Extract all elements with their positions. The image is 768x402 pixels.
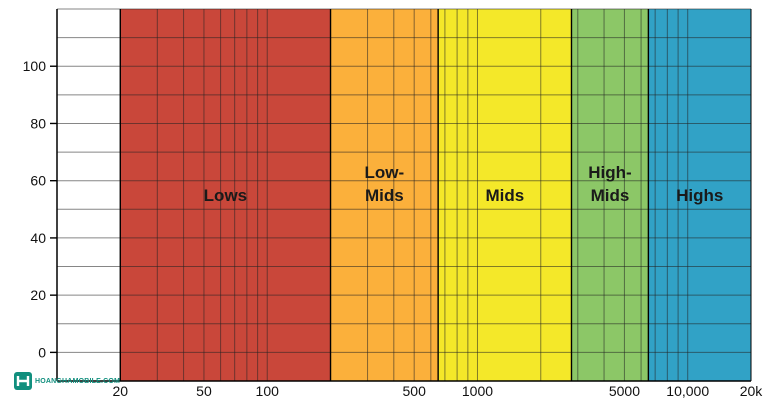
x-tick-labels: 20 50 100 500 1000 5000 10,000 20k <box>112 383 763 399</box>
band-label: Lows <box>204 186 247 205</box>
watermark-logo: HOANGHAMOBILE.COM <box>14 372 120 390</box>
band-label: Mids <box>365 186 404 205</box>
x-tick-label: 100 <box>256 383 280 399</box>
band-1 <box>330 9 439 381</box>
x-tick-label: 500 <box>403 383 427 399</box>
band-rects <box>120 9 751 381</box>
gridlines <box>57 8 751 382</box>
band-4 <box>648 9 751 381</box>
band-0 <box>120 9 331 381</box>
watermark-text: HOANGHAMOBILE.COM <box>35 377 121 385</box>
y-tick-label: 100 <box>23 58 47 74</box>
band-label: Mids <box>591 186 630 205</box>
y-tick-label: 60 <box>30 173 46 189</box>
band-3 <box>571 9 649 381</box>
logo-mark-icon <box>14 372 32 390</box>
band-label: High- <box>588 163 631 182</box>
axes <box>50 9 752 382</box>
band-labels: Lows Low- Mids Mids High- Mids Highs <box>204 163 724 205</box>
x-tick-label: 50 <box>196 383 212 399</box>
band-label: Highs <box>676 186 723 205</box>
x-tick-label: 20k <box>740 383 764 399</box>
y-tick-label: 40 <box>30 230 46 246</box>
x-tick-label: 20 <box>112 383 128 399</box>
y-tick-labels: 0 20 40 60 80 100 <box>23 58 47 360</box>
band-label: Low- <box>365 163 405 182</box>
x-tick-label: 1000 <box>462 383 493 399</box>
y-tick-label: 0 <box>38 344 46 360</box>
band-2 <box>438 9 572 381</box>
x-tick-label: 10,000 <box>666 383 709 399</box>
band-label: Mids <box>485 186 524 205</box>
y-tick-label: 20 <box>30 287 46 303</box>
x-tick-label: 5000 <box>609 383 640 399</box>
y-tick-label: 80 <box>30 115 46 131</box>
